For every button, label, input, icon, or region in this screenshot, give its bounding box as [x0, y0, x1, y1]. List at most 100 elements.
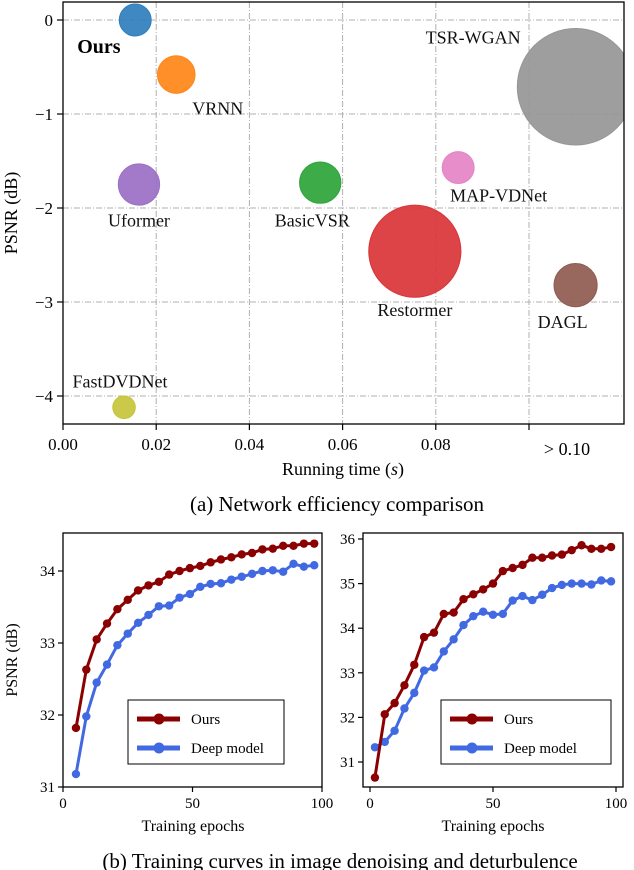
b2-y-tick-label: 32 [340, 710, 355, 726]
b2-ticks: 0 50 100 31 32 33 34 35 36 [340, 532, 627, 812]
b2-point-ours [528, 553, 537, 562]
a-y-tick-label: −2 [35, 199, 53, 218]
b1-point-ours [175, 566, 184, 576]
b1-point-deep-model [227, 575, 236, 584]
b1-x-tick-label: 100 [311, 796, 334, 812]
bubble-label-map-vdnet: MAP-VDNet [450, 186, 547, 206]
b2-point-ours [606, 542, 616, 552]
b1-x-tick-label: 0 [59, 796, 67, 812]
b1-y-tick-label: 31 [40, 780, 55, 796]
bubble-label-tsr-wgan: TSR-WGAN [426, 28, 521, 48]
b2-point-deep-model [518, 591, 527, 601]
b2-series [370, 541, 616, 782]
b2-y-tick-label: 35 [340, 577, 355, 593]
b1-point-ours [113, 604, 122, 614]
b2-y-tick-label: 34 [340, 621, 356, 637]
b1-ticks: 0 50 100 31 32 33 34 [40, 564, 333, 812]
b1-legend-swatch-marker [153, 713, 165, 725]
b2-point-deep-model [419, 666, 429, 675]
b2-point-deep-model [538, 590, 547, 599]
a-bubble-labels: Ours VRNN Uformer BasicVSR MAP-VDNet TSR-WGAN… [73, 28, 588, 392]
b2-point-deep-model [528, 595, 537, 605]
b1-point-ours [299, 539, 309, 548]
b1-legend-frame [127, 699, 285, 765]
b1-point-deep-model [206, 579, 215, 589]
b1-point-ours [247, 548, 257, 558]
a-y-tick-label: −3 [35, 293, 53, 312]
bubble-ours [118, 3, 152, 37]
bubble-vrnn [156, 55, 196, 94]
a-y-tick-label: −4 [35, 387, 54, 406]
b2-point-ours [498, 566, 508, 576]
b1-point-deep-model [258, 566, 267, 576]
b2-point-ours [508, 563, 517, 573]
b2-y-tick-label: 31 [340, 755, 355, 771]
bubble-fastdvdnet [112, 395, 136, 420]
b1-point-ours [310, 539, 319, 548]
b2-point-deep-model [469, 611, 478, 621]
b2-point-ours [478, 585, 488, 594]
b1-point-deep-model [144, 610, 153, 620]
caption-a: (a) Network efficiency comparison [190, 492, 485, 516]
b2-point-ours [370, 773, 380, 782]
b1-y-tick-label: 33 [40, 636, 55, 652]
b1-point-deep-model [123, 629, 132, 638]
b2-point-ours [488, 579, 498, 588]
b2-legend: Ours Deep model [440, 699, 612, 765]
a-y-axis-label: PSNR (dB) [1, 172, 22, 255]
b1-x-axis-label: Training epochs [142, 818, 245, 835]
b2-point-ours [597, 544, 606, 554]
b2-point-deep-model [567, 579, 576, 588]
b1-point-deep-model [185, 589, 195, 599]
bubble-label-fastdvdnet: FastDVDNet [73, 371, 168, 391]
bubble-label-vrnn: VRNN [192, 99, 243, 119]
b2-point-deep-model [410, 688, 419, 698]
b2-point-ours [469, 590, 478, 599]
panel-a-bubble-chart: Ours VRNN Uformer BasicVSR MAP-VDNet TSR-WGAN… [1, 1, 625, 516]
b2-point-ours [567, 545, 576, 555]
b1-point-deep-model [164, 601, 174, 610]
b1-point-ours [164, 570, 174, 579]
b2-point-ours [577, 541, 586, 550]
b2-point-deep-model [459, 620, 468, 630]
b1-point-ours [278, 541, 288, 550]
b1-point-ours [144, 581, 153, 590]
b2-y-tick-label: 36 [340, 532, 356, 548]
a-ticks: 0.00 0.02 0.04 0.06 0.08 > 0.10 0 −1 −2 −3 −4 [35, 11, 590, 459]
b1-y-axis-label: PSNR (dB) [4, 623, 21, 696]
b1-point-ours [206, 558, 215, 567]
b1-point-ours [133, 586, 143, 595]
b1-point-deep-model [113, 640, 122, 650]
a-x-tick-label: 0.02 [141, 435, 171, 454]
bubble-label-dagl: DAGL [538, 312, 588, 332]
b1-point-deep-model [278, 567, 288, 576]
b2-point-deep-model [429, 663, 439, 672]
b2-point-ours [439, 609, 448, 619]
b2-point-ours [419, 632, 429, 642]
b2-point-ours [547, 551, 557, 560]
bubble-basicvsr [299, 161, 342, 204]
a-x-tick-label: 0.06 [328, 435, 358, 454]
b1-point-deep-model [71, 769, 81, 779]
a-x-tick-label: 0.08 [421, 435, 451, 454]
b2-point-ours [400, 681, 409, 690]
b1-point-deep-model [299, 562, 309, 571]
bubble-label-ours: Ours [77, 36, 121, 58]
a-y-tick-label: 0 [45, 11, 54, 30]
b1-point-ours [216, 555, 226, 564]
b2-point-deep-model [606, 577, 616, 586]
b2-point-deep-model [478, 607, 488, 616]
a-x-label-var: s [391, 459, 398, 479]
b1-point-deep-model [102, 660, 112, 669]
b1-point-deep-model [175, 593, 184, 602]
b1-point-ours [289, 541, 298, 550]
b2-legend-label: Deep model [504, 741, 577, 757]
b2-point-ours [449, 608, 458, 617]
b1-point-deep-model [237, 572, 246, 581]
b2-point-ours [410, 660, 419, 669]
b1-y-tick-label: 32 [40, 708, 55, 724]
b2-point-ours [518, 560, 527, 570]
b2-point-ours [538, 553, 547, 562]
